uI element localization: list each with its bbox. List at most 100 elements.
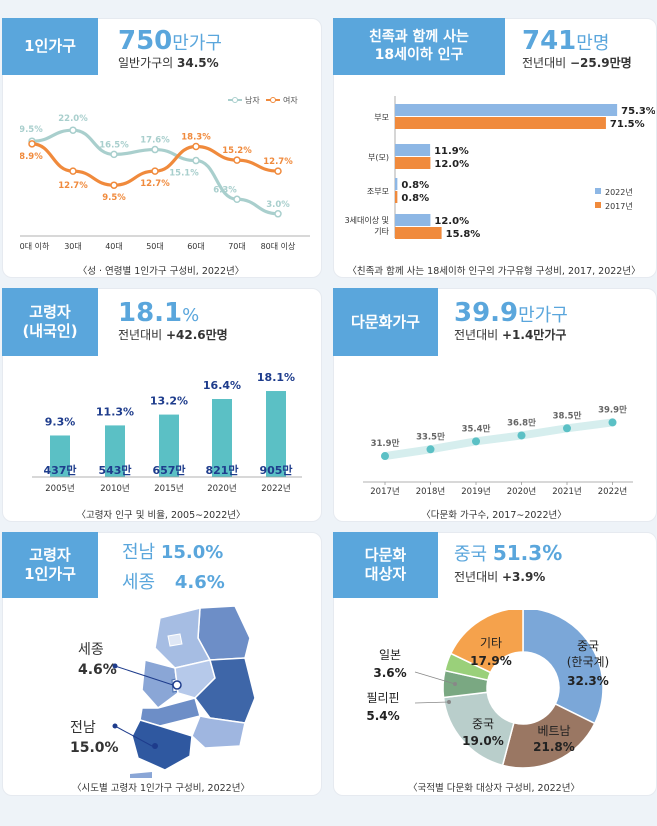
slice-label: (한국계) [567,655,609,669]
map-region-chungnam [141,659,179,710]
map-dot-sejong [172,680,182,690]
multicultural-line-chart: 31.9만 2017년 33.5만 2018년 35.4만 2019년 36.8만 2020년… [363,404,633,497]
data-label: 31.9만 [371,438,400,449]
population-label: 437만 [43,463,76,477]
x-tick-label: 2015년 [154,483,183,494]
legend-label: 2017년 [605,201,633,211]
map-region-jeju [130,772,152,778]
legend-label: 2022년 [605,187,633,197]
stat-unit: 만가구 [518,305,568,326]
x-tick-label: 2022년 [598,486,627,497]
leader-dot-japan [453,682,457,686]
bar-2022 [395,144,431,156]
x-tick-label: 2020년 [207,483,236,494]
y-tick-label: 기타 [374,227,389,236]
section-title-single-households: 1인가구 [2,18,98,75]
data-point [274,167,282,175]
data-label: 18.3% [181,132,211,142]
x-tick-label: 30대 [64,242,82,251]
data-point [563,424,571,433]
data-label: 3.0% [266,200,290,210]
stat-subtitle: 전년대비 +3.9% [454,570,546,584]
elderly-bar [266,391,286,477]
x-tick-label: 2018년 [416,486,445,497]
slice-value: 21.8% [533,740,575,754]
elderly-bar-chart: 9.3% 437만 2005년 11.3% 543만 2010년 13.2% 657만 2015… [32,371,302,494]
data-label: 39.9만 [598,404,627,415]
stat-unit: 만가구 [172,33,222,54]
data-point [274,210,282,218]
data-label: 33.5만 [416,431,445,442]
bar-value-label: 15.8% [446,229,481,240]
population-label: 821만 [205,463,238,477]
x-tick-label: 20대 이하 [20,241,50,251]
bar-2017 [395,117,606,129]
chart-caption: 〈다문화 가구수, 2017∼2022년〉 [421,510,567,521]
data-label: 9.5% [102,193,126,203]
stat-unit: 만명 [576,33,610,54]
chart-caption: 〈친족과 함께 사는 18세이하 인구의 가구유형 구성비, 2017, 202… [347,266,641,277]
bar-2022 [395,214,431,226]
legend-label-female: 여자 [283,95,298,105]
chart-caption: 〈고령자 인구 및 비율, 2005∼2022년〉 [76,510,246,521]
map-region-seoul [167,633,183,647]
stat-value: 39.9 [454,298,519,328]
x-tick-label: 2005년 [45,483,74,494]
bar-2022 [395,178,398,190]
data-point [517,431,526,440]
ratio-label: 13.2% [150,395,188,408]
multicultural-persons-stat: 중국 51.3% 전년대비 +3.9% [454,541,563,584]
stat-row-sejong: 세종 4.6% [122,572,225,593]
x-tick-label: 2020년 [507,486,536,497]
y-tick-label: 3세대이상 및 [345,215,389,225]
data-label: 17.6% [140,136,170,146]
data-point [151,167,159,175]
slice-value: 17.9% [470,654,512,668]
section-title-multicultural: 다문화가구 [333,288,438,356]
data-label: 12.7% [58,181,88,191]
stat-subtitle: 전년대비 +42.6만명 [118,328,228,342]
data-label: 36.8만 [507,417,536,428]
slice-label: 중국 [577,639,599,653]
x-tick-label: 2017년 [370,486,399,497]
minors-household-bar-chart: 부모 75.3% 71.5% 부(모) 11.9% 12.0% 조부모 0.8% 0.8% 3세대… [345,96,655,240]
stat-subtitle: 전년대비 +1.4만가구 [454,328,567,342]
chart-caption: 〈국적별 다문화 대상자 구성비, 2022년〉 [408,783,580,794]
data-label: 38.5만 [553,410,582,421]
population-label: 905만 [259,463,292,477]
bar-value-label: 75.3% [621,106,655,117]
map-region-jeonbuk [139,697,201,727]
elderly-bar [50,435,70,477]
donut-slice [501,702,596,769]
elderly-single-stats: 전남 15.0% 세종 4.6% [122,538,225,598]
data-point [110,181,118,189]
slice-value: 19.0% [462,734,504,748]
x-tick-label: 60대 [187,242,205,251]
slice-label: 기타 [480,636,502,650]
slice-value: 3.6% [373,666,406,680]
korea-map [112,605,256,778]
legend-swatch [595,188,601,194]
bar-value-label: 0.8% [401,180,429,191]
elderly-stat: 18.1% 전년대비 +42.6만명 [118,298,228,343]
ratio-label: 11.3% [96,405,134,418]
map-dot-label-jeonnam [112,723,118,729]
data-point [151,145,159,154]
bar-2017 [395,227,442,239]
data-label: 15.2% [222,146,252,156]
x-tick-label: 2019년 [461,486,490,497]
bar-2022 [395,104,618,116]
legend-swatch [595,202,601,208]
map-leader-jeonnam [114,725,153,747]
data-point [69,126,77,134]
x-tick-label: 80대 이상 [261,241,296,251]
legend-marker-male [232,97,238,103]
bar-value-label: 12.0% [434,159,469,170]
y-tick-label: 조부모 [367,187,389,196]
data-label: 15.1% [169,169,199,179]
slice-label: 베트남 [537,724,570,738]
legend-marker-female [270,97,276,103]
single-households-line-chart: 남자 여자 19.5% 22.0% 16.5% 17.6% 15.1% 6.3% 3.0% 18.… [20,95,310,251]
legend-label-male: 남자 [245,96,260,105]
data-label: 12.7% [263,157,293,167]
